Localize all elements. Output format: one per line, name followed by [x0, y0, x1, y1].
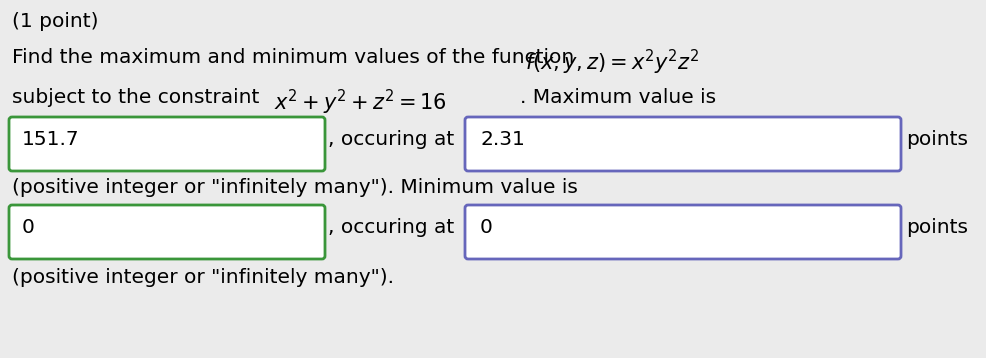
FancyBboxPatch shape: [465, 117, 901, 171]
Text: points: points: [906, 130, 968, 149]
FancyBboxPatch shape: [465, 205, 901, 259]
Text: , occuring at: , occuring at: [328, 130, 455, 149]
Text: Find the maximum and minimum values of the function: Find the maximum and minimum values of t…: [12, 48, 581, 67]
Text: . Maximum value is: . Maximum value is: [520, 88, 716, 107]
FancyBboxPatch shape: [9, 205, 325, 259]
Text: 0: 0: [22, 218, 35, 237]
Text: $f(x, y, z) = x^2y^2z^2$: $f(x, y, z) = x^2y^2z^2$: [525, 48, 700, 77]
Text: subject to the constraint: subject to the constraint: [12, 88, 266, 107]
Text: , occuring at: , occuring at: [328, 218, 455, 237]
Text: (positive integer or "infinitely many"). Minimum value is: (positive integer or "infinitely many").…: [12, 178, 578, 197]
Text: points: points: [906, 218, 968, 237]
Text: 2.31: 2.31: [480, 130, 525, 149]
Text: $x^2 + y^2 + z^2 = 16$: $x^2 + y^2 + z^2 = 16$: [274, 88, 447, 117]
Text: (1 point): (1 point): [12, 12, 99, 31]
Text: (positive integer or "infinitely many").: (positive integer or "infinitely many").: [12, 268, 394, 287]
Text: 151.7: 151.7: [22, 130, 80, 149]
FancyBboxPatch shape: [9, 117, 325, 171]
Text: 0: 0: [480, 218, 493, 237]
